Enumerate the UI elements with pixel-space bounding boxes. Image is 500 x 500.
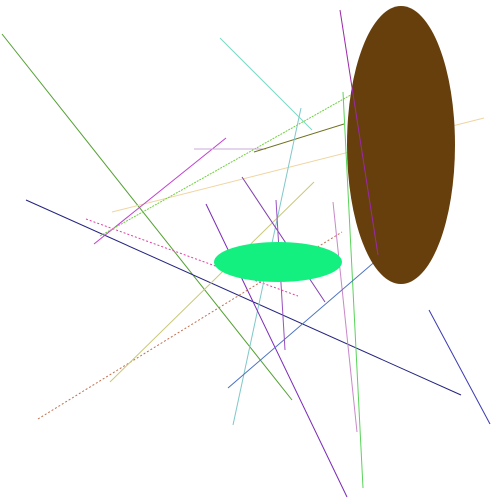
green-vertical-line	[342, 91, 364, 489]
pink-dotted-line	[85, 218, 299, 297]
khaki-diagonal-line	[109, 181, 315, 383]
navy-long-line	[25, 199, 462, 396]
magenta-diagonal-line	[93, 137, 227, 245]
navy-right-line	[428, 309, 491, 425]
olive-long-diagonal-line	[1, 33, 293, 401]
olive-short-line	[253, 123, 345, 153]
magenta-vertical-line	[339, 9, 379, 256]
cyan-top-line	[219, 37, 313, 131]
pink-vertical-line	[332, 201, 358, 433]
lime-dotted-line	[99, 91, 357, 237]
green-ellipse	[214, 242, 342, 282]
purple-mid-line	[241, 176, 326, 303]
brown-ellipse	[347, 6, 455, 284]
